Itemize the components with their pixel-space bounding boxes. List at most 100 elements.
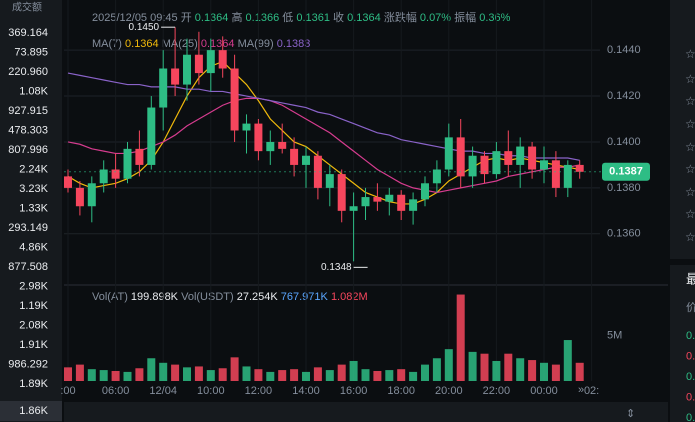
volume-bar (397, 369, 406, 381)
x-tick-label: 12/04 (149, 385, 177, 397)
candle-body (504, 151, 513, 165)
candle-body (444, 137, 453, 170)
candle-body (373, 197, 382, 202)
x-tick-label: 12:00 (245, 385, 273, 397)
volume-value: 1.91K (19, 339, 48, 351)
candle-body (432, 169, 441, 184)
volume-bar (528, 360, 537, 381)
info-text: 收 (333, 10, 344, 24)
candle-body (64, 176, 72, 188)
selected-row[interactable] (0, 401, 62, 421)
ma-legend: MA(7) 0.1364 MA(25) 0.1364 MA(99) 0.1383 (92, 38, 310, 50)
volume-value: 1.19K (19, 300, 48, 312)
x-tick-label: 06:00 (102, 385, 130, 397)
candle-body (551, 160, 560, 188)
y-tick-label: 0.1420 (607, 90, 641, 102)
volume-bar (325, 370, 334, 381)
star-icon: ☆ (685, 185, 695, 199)
volume-bar (123, 371, 132, 381)
last-price-badge (602, 162, 650, 181)
candle-body (349, 206, 358, 211)
volume-bar (540, 362, 548, 381)
candle-body (385, 194, 394, 202)
star-icon: ☆ (685, 140, 695, 154)
candle-body (397, 194, 406, 211)
volume-bar (206, 370, 215, 381)
info-text: 0.1383 (277, 38, 311, 50)
volume-bar (64, 367, 72, 381)
volume-value: 478.303 (8, 124, 48, 136)
info-text: 0.1364 (195, 12, 229, 24)
panel-title: 最 (686, 271, 695, 286)
info-text: 0.1364 (125, 38, 159, 50)
info-text: 低 (282, 11, 293, 24)
volume-value: 369.164 (8, 27, 48, 39)
volume-bar (409, 371, 418, 381)
y-tick-label: 0.1360 (607, 228, 641, 240)
volume-bar (337, 364, 346, 381)
candle-body (421, 183, 429, 200)
candle-body (278, 141, 287, 149)
volume-bar (75, 364, 84, 381)
x-tick-label: 22:00 (483, 385, 511, 397)
volume-bar (278, 370, 287, 381)
expand-icon[interactable]: › (37, 377, 41, 389)
vol-legend: Vol(AT) 199.898K Vol(USDT) 27.254K 767.9… (92, 291, 368, 303)
info-text: MA(7) (92, 38, 122, 50)
info-text: Vol(USDT) (181, 291, 234, 303)
high-label: 0.1450 (129, 22, 160, 33)
volume-value: 293.149 (8, 222, 48, 234)
y-tick-label: 0.1380 (607, 182, 641, 194)
info-text: 199.898K (131, 291, 179, 303)
volume-value: 1.08K (19, 85, 48, 97)
fit-icon[interactable]: ⇕ (626, 408, 635, 420)
volume-bar (230, 357, 239, 381)
volume-bar (504, 353, 513, 381)
x-tick-label: 00:00 (530, 385, 558, 397)
volume-value: 807.996 (8, 144, 48, 156)
candle-body (171, 68, 180, 85)
volume-bar (480, 353, 489, 381)
volume-bar (290, 369, 299, 381)
info-text: 振幅 (454, 10, 476, 24)
x-tick-label: 14:00 (292, 385, 320, 397)
volume-bar (147, 358, 156, 381)
panel-row: 0. (686, 371, 695, 383)
candle-body (87, 183, 96, 207)
info-text: 767.971K (281, 291, 329, 303)
x-tick-label: 18:00 (387, 385, 415, 397)
candle-body (99, 169, 108, 184)
y-tick-label: 0.1400 (607, 136, 641, 148)
candle-body (409, 199, 418, 211)
right-panel-bg (670, 0, 695, 422)
info-text: 高 (231, 10, 242, 24)
candle-body (290, 148, 299, 165)
candle-body (123, 148, 132, 179)
volume-bar (432, 358, 441, 381)
volume-bar (302, 371, 310, 381)
candle-body (492, 151, 501, 175)
info-text: 27.254K (237, 291, 279, 303)
selected-value[interactable]: 1.86K (19, 405, 48, 417)
sidebar-header: 成交额 (12, 1, 42, 14)
info-text: 0.1364 (347, 12, 381, 24)
volume-bar (516, 358, 525, 381)
volume-bar (349, 360, 358, 381)
chart-footer (64, 402, 668, 422)
candle-body (528, 146, 537, 170)
info-text: 0.07% (420, 12, 451, 24)
info-text: MA(99) (238, 38, 274, 50)
x-tick-label: 16:00 (340, 385, 368, 397)
star-icon: ☆ (685, 117, 695, 131)
volume-value: 2.24K (19, 163, 48, 175)
collapse-icon[interactable]: » (578, 384, 584, 396)
info-text: 涨跌幅 (384, 10, 417, 24)
info-text: 0.1364 (201, 38, 235, 50)
candle-body (159, 68, 168, 108)
candle-body (540, 160, 548, 170)
info-text: 1.082M (331, 291, 368, 303)
info-text: MA(25) (162, 38, 198, 50)
candle-body (206, 50, 215, 74)
sidebar-bg (0, 0, 62, 422)
